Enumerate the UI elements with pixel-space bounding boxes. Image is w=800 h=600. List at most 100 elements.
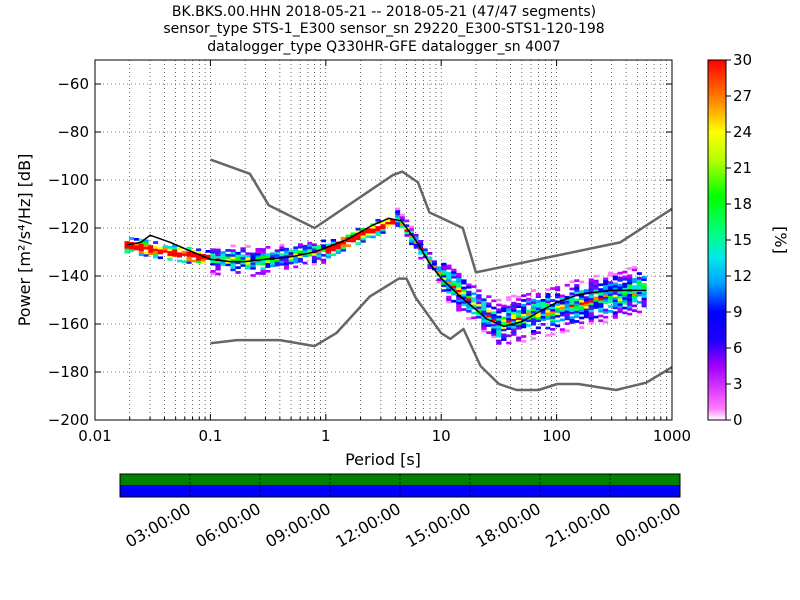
- density-cell: [511, 304, 517, 307]
- density-cell: [143, 242, 149, 245]
- density-cell: [375, 228, 381, 232]
- density-cell: [491, 333, 497, 336]
- density-cell: [181, 250, 187, 254]
- density-cell: [559, 313, 565, 317]
- density-cell: [260, 250, 266, 254]
- density-cell: [250, 254, 256, 258]
- density-cell: [491, 325, 497, 329]
- density-cell: [297, 245, 303, 249]
- density-cell: [501, 333, 507, 337]
- density-cell: [240, 259, 246, 263]
- density-cell: [588, 319, 594, 322]
- density-cell: [375, 233, 381, 237]
- density-cell: [583, 296, 589, 299]
- density-cell: [569, 316, 575, 320]
- density-cell: [559, 306, 565, 310]
- density-cell: [622, 301, 628, 305]
- density-cell: [627, 312, 633, 316]
- density-cell: [545, 295, 551, 299]
- density-cell: [186, 254, 192, 257]
- density-cell: [540, 313, 546, 317]
- density-cell: [627, 286, 633, 290]
- density-cell: [476, 313, 482, 317]
- y-tick-label: −120: [48, 219, 89, 237]
- density-cell: [432, 262, 437, 266]
- density-cell: [279, 260, 285, 264]
- density-cell: [526, 319, 532, 323]
- density-cell: [631, 266, 638, 269]
- density-cell: [511, 309, 517, 312]
- density-cell: [636, 281, 642, 285]
- chart-title: BK.BKS.00.HHN 2018-05-21 -- 2018-05-21 (…: [163, 4, 604, 55]
- density-cell: [627, 281, 633, 285]
- density-cell: [607, 293, 614, 296]
- density-cell: [569, 297, 575, 300]
- density-cell: [526, 324, 532, 327]
- density-cell: [486, 316, 492, 320]
- density-cell: [574, 284, 580, 287]
- density-cell: [321, 261, 327, 264]
- density-cell: [215, 255, 221, 259]
- density-cell: [225, 261, 231, 264]
- density-cell: [427, 252, 433, 255]
- title-line-2: sensor_type STS-1_E300 sensor_sn 29220_E…: [163, 21, 604, 37]
- density-cell: [409, 240, 414, 243]
- density-cell: [545, 297, 551, 301]
- density-cell: [617, 300, 623, 304]
- density-cell: [555, 302, 561, 306]
- density-cell: [506, 308, 512, 311]
- density-cell: [240, 247, 246, 251]
- density-cell: [456, 296, 462, 300]
- density-cell: [569, 280, 575, 284]
- density-cell: [501, 321, 507, 325]
- density-cell: [220, 253, 226, 257]
- density-cell: [436, 278, 442, 282]
- x-tick-label: 1: [321, 427, 331, 445]
- density-cell: [162, 247, 168, 251]
- density-cell: [409, 230, 414, 234]
- density-cell: [293, 265, 299, 269]
- density-cell: [302, 244, 308, 248]
- density-cell: [240, 249, 246, 253]
- density-cell: [545, 302, 551, 306]
- density-cell: [293, 258, 299, 262]
- y-tick-label: −80: [57, 123, 89, 141]
- density-cell: [569, 287, 575, 291]
- density-cell: [583, 308, 589, 311]
- density-cell: [506, 334, 512, 338]
- density-cell: [535, 295, 541, 298]
- density-cell: [535, 314, 541, 318]
- density-cell: [422, 250, 428, 254]
- density-cell: [579, 299, 585, 303]
- colorbar-label: [%]: [771, 226, 790, 254]
- density-cell: [622, 277, 628, 281]
- density-cell: [501, 316, 507, 320]
- density-cell: [176, 259, 183, 263]
- density-cell: [583, 303, 589, 307]
- density-cell: [153, 241, 159, 244]
- density-cell: [321, 244, 327, 248]
- density-cell: [471, 292, 477, 296]
- density-cell: [129, 237, 135, 240]
- density-cell: [446, 295, 452, 299]
- density-cell: [540, 315, 546, 319]
- time-tick-label: 21:00:00: [542, 499, 614, 551]
- density-cell: [370, 228, 376, 232]
- density-cell: [288, 254, 294, 258]
- density-cell: [340, 241, 346, 245]
- density-cell: [574, 312, 580, 316]
- density-cell: [172, 246, 178, 250]
- density-cell: [461, 279, 467, 283]
- density-cell: [148, 252, 154, 256]
- colorbar-tick-label: 21: [733, 159, 752, 177]
- density-cell: [607, 286, 614, 289]
- density-cell: [588, 295, 594, 298]
- density-cell: [511, 311, 517, 315]
- density-cell: [569, 302, 575, 305]
- density-cell: [404, 224, 410, 228]
- density-cell: [284, 250, 289, 253]
- density-cell: [210, 248, 216, 252]
- density-cell: [641, 295, 647, 298]
- density-cell: [446, 266, 452, 270]
- density-cell: [622, 311, 628, 315]
